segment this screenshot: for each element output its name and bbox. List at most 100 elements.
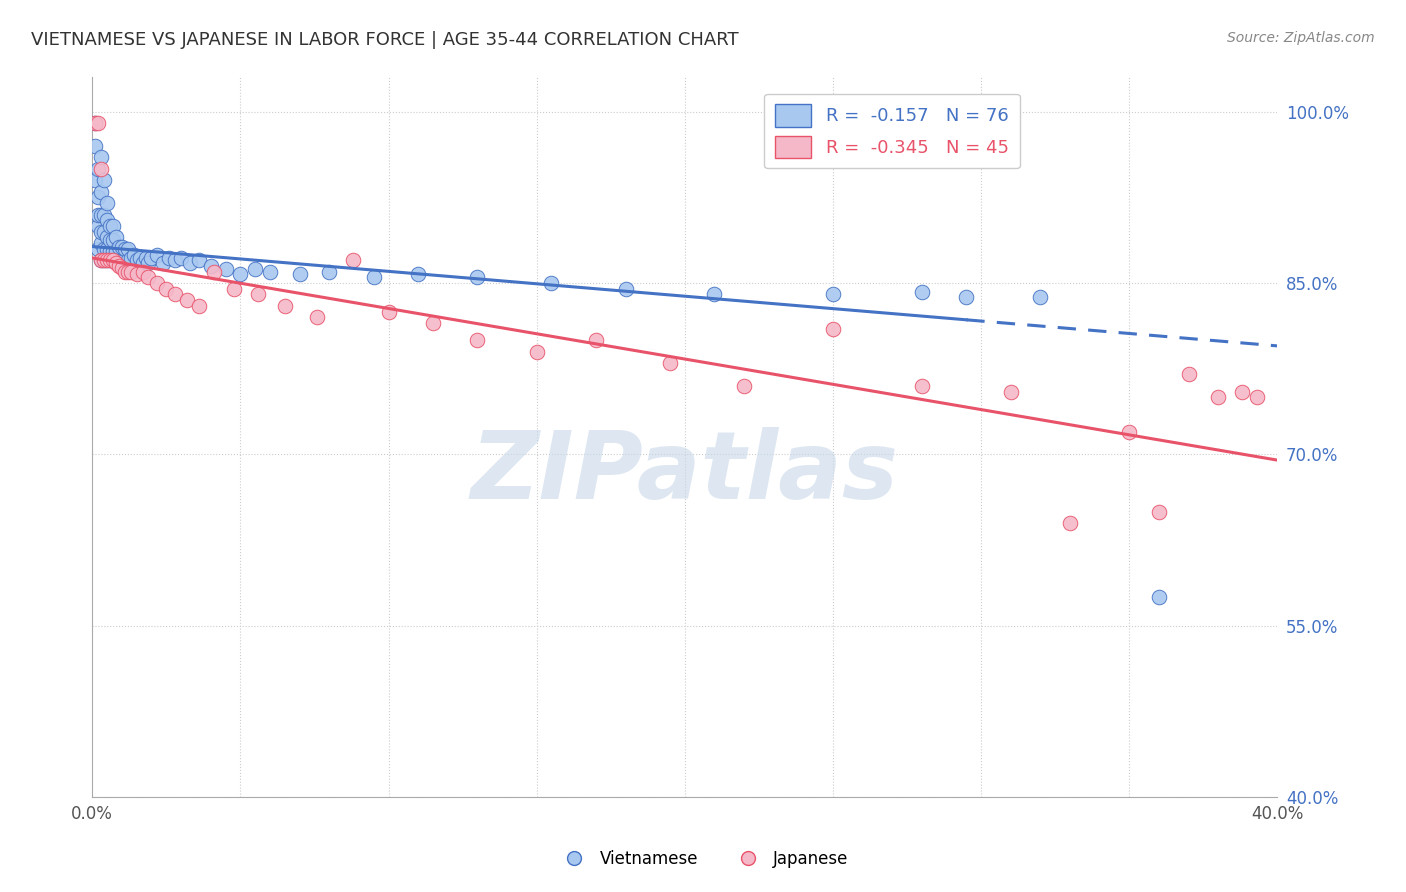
- Text: Source: ZipAtlas.com: Source: ZipAtlas.com: [1227, 31, 1375, 45]
- Point: [146, 247, 169, 261]
- Point: [111, 239, 134, 253]
- Point: [90, 185, 112, 199]
- Point: [200, 259, 222, 273]
- Point: [125, 253, 148, 268]
- Point: [141, 251, 163, 265]
- Point: [128, 251, 150, 265]
- Point: [90, 253, 112, 268]
- Point: [138, 255, 160, 269]
- Point: [120, 265, 142, 279]
- Point: [659, 356, 682, 370]
- Point: [422, 316, 444, 330]
- Point: [155, 282, 177, 296]
- Point: [108, 239, 131, 253]
- Point: [733, 379, 755, 393]
- Point: [176, 293, 198, 308]
- Point: [1206, 390, 1229, 404]
- Point: [821, 322, 844, 336]
- Point: [131, 255, 153, 269]
- Point: [288, 267, 311, 281]
- Point: [170, 251, 193, 265]
- Point: [98, 244, 121, 258]
- Point: [122, 247, 145, 261]
- Point: [104, 255, 127, 269]
- Point: [165, 253, 187, 268]
- Point: [187, 299, 209, 313]
- Point: [90, 161, 112, 176]
- Point: [318, 265, 340, 279]
- Point: [108, 259, 131, 273]
- Point: [90, 253, 112, 268]
- Point: [138, 270, 160, 285]
- Legend: R =  -0.157   N = 76, R =  -0.345   N = 45: R = -0.157 N = 76, R = -0.345 N = 45: [765, 94, 1019, 169]
- Point: [117, 242, 139, 256]
- Point: [104, 253, 127, 268]
- Point: [1177, 368, 1199, 382]
- Point: [152, 255, 174, 269]
- Point: [821, 287, 844, 301]
- Point: [90, 225, 112, 239]
- Point: [526, 344, 548, 359]
- Point: [114, 265, 136, 279]
- Point: [363, 270, 385, 285]
- Legend: Vietnamese, Japanese: Vietnamese, Japanese: [551, 844, 855, 875]
- Point: [87, 219, 110, 233]
- Point: [84, 173, 107, 187]
- Point: [87, 208, 110, 222]
- Point: [117, 253, 139, 268]
- Point: [157, 251, 180, 265]
- Point: [377, 304, 399, 318]
- Point: [224, 282, 246, 296]
- Point: [101, 233, 124, 247]
- Point: [104, 244, 127, 258]
- Point: [101, 219, 124, 233]
- Point: [87, 116, 110, 130]
- Text: VIETNAMESE VS JAPANESE IN LABOR FORCE | AGE 35-44 CORRELATION CHART: VIETNAMESE VS JAPANESE IN LABOR FORCE | …: [31, 31, 738, 49]
- Point: [202, 265, 225, 279]
- Point: [101, 253, 124, 268]
- Point: [120, 251, 142, 265]
- Point: [96, 253, 118, 268]
- Point: [179, 255, 201, 269]
- Point: [96, 213, 118, 227]
- Point: [93, 242, 115, 256]
- Point: [117, 265, 139, 279]
- Point: [108, 253, 131, 268]
- Point: [111, 253, 134, 268]
- Point: [1147, 504, 1170, 518]
- Point: [90, 150, 112, 164]
- Point: [98, 233, 121, 247]
- Point: [93, 225, 115, 239]
- Point: [703, 287, 725, 301]
- Point: [585, 333, 607, 347]
- Point: [214, 262, 236, 277]
- Point: [125, 267, 148, 281]
- Point: [229, 267, 252, 281]
- Point: [955, 290, 977, 304]
- Point: [93, 208, 115, 222]
- Point: [84, 139, 107, 153]
- Point: [87, 190, 110, 204]
- Point: [87, 161, 110, 176]
- Point: [307, 310, 329, 325]
- Point: [90, 208, 112, 222]
- Point: [146, 276, 169, 290]
- Point: [342, 253, 364, 268]
- Point: [187, 253, 209, 268]
- Point: [243, 262, 266, 277]
- Point: [90, 236, 112, 251]
- Point: [98, 253, 121, 268]
- Point: [1029, 290, 1052, 304]
- Text: ZIPatlas: ZIPatlas: [471, 427, 898, 519]
- Point: [104, 230, 127, 244]
- Point: [1059, 516, 1081, 530]
- Point: [101, 244, 124, 258]
- Point: [165, 287, 187, 301]
- Point: [84, 116, 107, 130]
- Point: [93, 253, 115, 268]
- Point: [114, 253, 136, 268]
- Point: [131, 265, 153, 279]
- Point: [911, 379, 934, 393]
- Point: [614, 282, 637, 296]
- Point: [1118, 425, 1140, 439]
